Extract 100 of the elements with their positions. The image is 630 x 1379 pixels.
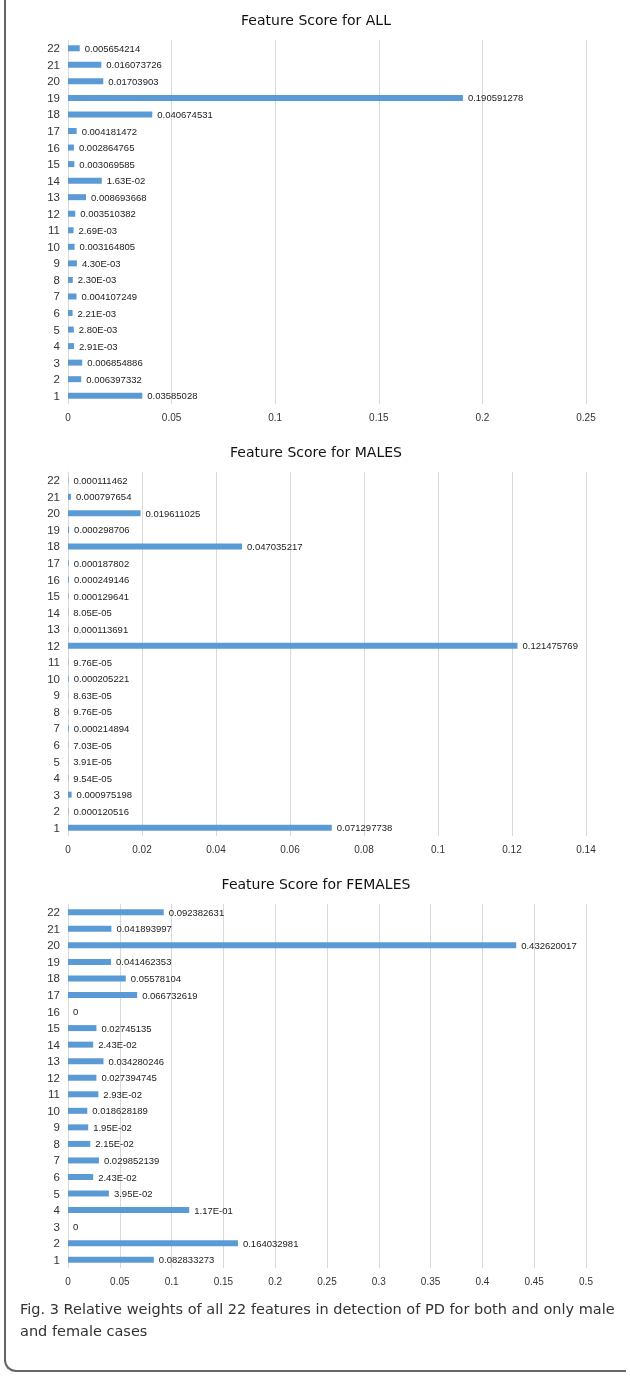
bar	[68, 1124, 89, 1131]
y-tick-label: 9	[53, 689, 60, 702]
x-tick-label: 0.15	[369, 411, 389, 423]
y-tick-label: 17	[47, 557, 60, 569]
data-label: 0.082833273	[158, 1254, 215, 1266]
y-tick-label: 17	[47, 125, 60, 137]
data-label: 2.91E-03	[79, 340, 118, 352]
y-tick-label: 14	[47, 1038, 61, 1051]
bar	[68, 958, 111, 965]
bar	[68, 510, 141, 517]
x-tick-label: 0.45	[524, 1275, 545, 1287]
data-label: 8.63E-05	[73, 689, 112, 701]
y-tick-label: 2	[53, 1237, 60, 1250]
data-label: 1.63E-02	[106, 175, 146, 187]
y-tick-label: 8	[53, 705, 60, 718]
y-tick-label: 16	[47, 141, 60, 154]
x-tick-label: 0.1	[431, 843, 446, 855]
bar	[68, 493, 71, 500]
bar	[68, 642, 518, 649]
bar	[68, 376, 82, 383]
data-label: 0.019611025	[145, 507, 201, 519]
data-label: 0.000249146	[73, 574, 130, 586]
y-tick-label: 18	[47, 972, 60, 985]
y-tick-label: 11	[48, 656, 60, 669]
y-tick-label: 15	[47, 590, 60, 603]
y-tick-label: 4	[53, 1204, 61, 1217]
bar	[68, 1174, 94, 1180]
data-label: 8.05E-05	[73, 607, 112, 619]
bar	[68, 1025, 97, 1032]
data-label: 0.000975198	[76, 789, 133, 801]
data-label: 0.029852139	[103, 1154, 160, 1166]
data-label: 0.092382631	[168, 906, 225, 918]
y-tick-label: 10	[47, 1104, 60, 1117]
data-label: 0	[73, 1221, 79, 1233]
data-label: 0.000187802	[73, 557, 130, 569]
y-tick-label: 5	[53, 323, 60, 336]
data-label: 2.80E-03	[78, 324, 118, 336]
data-label: 0.003069585	[79, 158, 135, 170]
bar	[68, 1157, 99, 1164]
data-label: 0.002864765	[78, 142, 135, 154]
data-label: 0.005654214	[84, 42, 141, 54]
y-tick-label: 3	[53, 1220, 60, 1233]
bar	[68, 1074, 97, 1081]
x-tick-label: 0.5	[579, 1275, 594, 1287]
x-tick-label: 0.25	[317, 1275, 338, 1287]
bar	[68, 543, 243, 550]
y-tick-label: 16	[47, 573, 60, 586]
y-tick-label: 16	[47, 1005, 60, 1018]
y-tick-label: 13	[47, 191, 60, 204]
bar	[68, 144, 74, 151]
y-tick-label: 20	[47, 939, 60, 952]
data-label: 0.071297738	[336, 822, 393, 834]
bar	[68, 61, 102, 68]
bar	[68, 1041, 94, 1048]
y-tick-label: 21	[47, 58, 60, 71]
data-label: 0.006854886	[87, 357, 143, 369]
x-tick-label: 0.15	[213, 1275, 234, 1287]
y-tick-label: 13	[47, 1055, 60, 1068]
data-label: 0.016073726	[106, 59, 162, 71]
y-tick-label: 3	[53, 788, 60, 801]
y-tick-label: 11	[48, 224, 60, 237]
data-label: 1.95E-02	[93, 1121, 132, 1133]
y-tick-label: 10	[47, 672, 60, 685]
y-tick-label: 20	[47, 507, 60, 520]
data-label: 9.76E-05	[73, 706, 112, 718]
data-label: 0.027394745	[101, 1072, 157, 1084]
y-tick-label: 11	[48, 1088, 60, 1101]
data-label: 0.02745135	[101, 1022, 152, 1034]
y-tick-label: 22	[47, 474, 60, 487]
bar	[68, 975, 126, 982]
y-tick-label: 14	[47, 174, 61, 187]
y-tick-label: 19	[47, 955, 60, 968]
y-tick-label: 7	[53, 1154, 60, 1167]
data-label: 0.041462353	[115, 956, 172, 968]
data-label: 0.190591278	[467, 92, 524, 104]
y-tick-label: 12	[47, 639, 60, 652]
y-tick-label: 2	[53, 373, 60, 386]
y-tick-label: 6	[53, 307, 60, 319]
x-tick-label: 0.2	[268, 1275, 283, 1287]
data-label: 2.30E-03	[77, 274, 117, 286]
y-tick-label: 7	[53, 290, 60, 303]
y-tick-label: 18	[47, 108, 60, 121]
bar	[68, 791, 72, 798]
bar	[68, 243, 75, 250]
x-tick-label: 0.1	[164, 1275, 179, 1287]
y-tick-label: 8	[53, 273, 60, 286]
y-tick-label: 21	[47, 490, 60, 503]
y-tick-label: 2	[53, 805, 60, 818]
bar	[68, 227, 74, 234]
y-tick-label: 5	[53, 1187, 60, 1200]
bar	[68, 78, 104, 85]
y-tick-label: 12	[47, 207, 60, 220]
y-tick-label: 6	[53, 1171, 60, 1183]
data-label: 0.03585028	[147, 390, 198, 402]
bar	[68, 45, 80, 52]
chart-title: Feature Score for ALL	[241, 12, 392, 28]
data-label: 2.43E-02	[98, 1171, 137, 1183]
x-tick-label: 0	[65, 1275, 72, 1287]
bar	[68, 128, 77, 134]
data-label: 9.76E-05	[73, 656, 112, 668]
